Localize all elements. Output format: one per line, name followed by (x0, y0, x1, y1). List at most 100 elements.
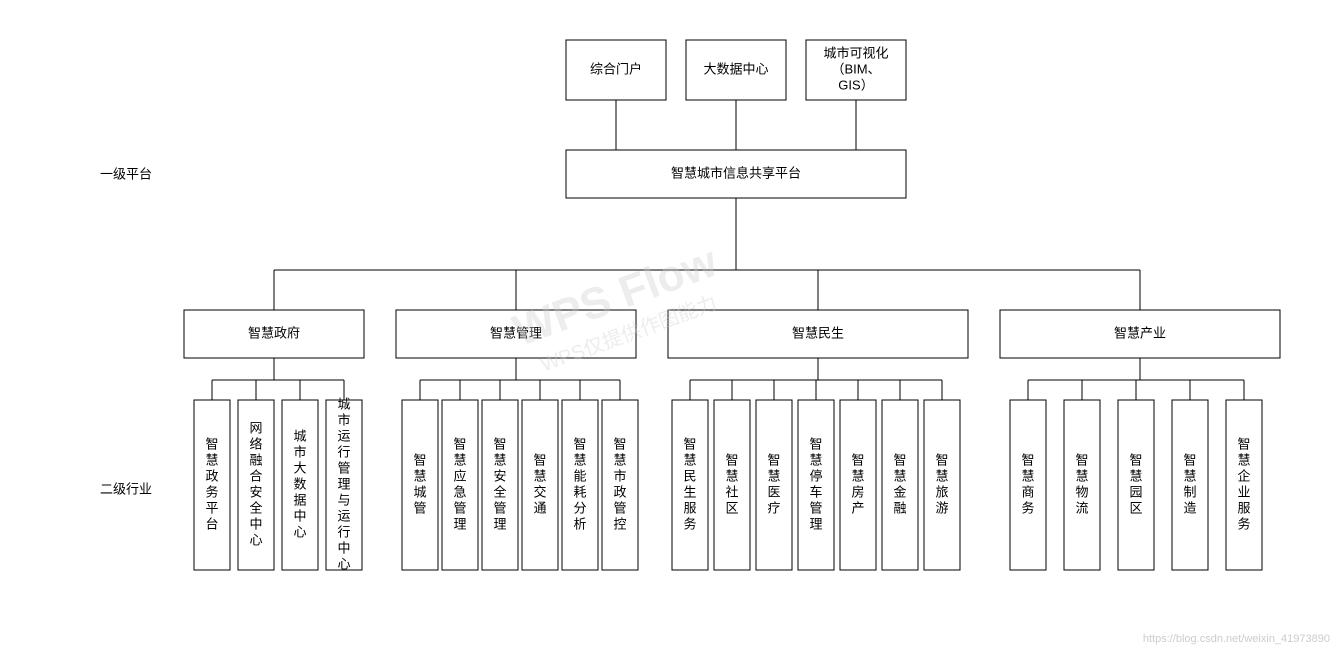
node-label-char: 心 (249, 532, 262, 547)
leaf-node: 智慧金融 (882, 400, 918, 570)
node-label: 智慧产业 (1114, 325, 1166, 340)
node-label-char: 控 (613, 516, 626, 531)
node-label-char: 游 (935, 500, 948, 515)
node-label-char: 业 (1237, 484, 1250, 499)
node-label-char: 智 (1075, 452, 1088, 467)
node-label-char: 制 (1183, 484, 1196, 499)
watermark: WPS FlowWPS仅提供作图能力 (507, 237, 734, 381)
category-node-ind: 智慧产业 (1000, 310, 1280, 358)
node-label-char: 急 (453, 484, 466, 499)
node-label-char: 智 (809, 436, 822, 451)
node-label-char: 智 (893, 452, 906, 467)
node-label-char: 社 (725, 484, 738, 499)
leaf-node: 智慧房产 (840, 400, 876, 570)
category-node-gov: 智慧政府 (184, 310, 364, 358)
leaf-node: 智慧民生服务 (672, 400, 708, 570)
node-label-char: 平 (205, 500, 218, 515)
node-label-char: 慧 (453, 452, 466, 467)
node-label-char: 生 (683, 484, 696, 499)
node-label-char: 应 (453, 468, 466, 483)
node-label-char: 安 (493, 468, 506, 483)
leaf-node: 智慧交通 (522, 400, 558, 570)
leaf-node: 智慧园区 (1118, 400, 1154, 570)
node-label: 城市可视化 (823, 45, 888, 60)
node-label-char: 疗 (767, 500, 780, 515)
node-label-char: 服 (1237, 500, 1250, 515)
leaf-node: 智慧市政管控 (602, 400, 638, 570)
node-label-char: 市 (293, 444, 306, 459)
node-label-char: 全 (493, 484, 506, 499)
node-label-char: 务 (683, 516, 696, 531)
node-label-char: 慧 (413, 468, 426, 483)
node-label-char: 慧 (809, 452, 822, 467)
leaf-node: 智慧政务平台 (194, 400, 230, 570)
node-label-char: 与 (337, 492, 350, 507)
node-label-char: 管 (613, 500, 626, 515)
node-label-char: 慧 (1183, 468, 1196, 483)
leaf-node: 智慧停车管理 (798, 400, 834, 570)
node-label-char: 物 (1075, 484, 1088, 499)
node-label-char: 理 (809, 516, 822, 531)
side-label: 二级行业 (100, 481, 152, 496)
node-label-char: 智 (493, 436, 506, 451)
node-label-char: 心 (337, 556, 350, 571)
node-label-char: 智 (1237, 436, 1250, 451)
side-label: 一级平台 (100, 166, 152, 181)
node-label-char: 管 (809, 500, 822, 515)
node-label-char: 理 (453, 516, 466, 531)
top-node-vis: 城市可视化（BIM、GIS） (806, 40, 906, 100)
node-label-char: 民 (683, 468, 696, 483)
node-label-char: 智 (613, 436, 626, 451)
node-label-char: 医 (767, 484, 780, 499)
node-label-char: 运 (337, 428, 350, 443)
node-label-char: 停 (809, 468, 822, 483)
node-label-char: 务 (205, 484, 218, 499)
leaf-node: 智慧物流 (1064, 400, 1100, 570)
node-label-char: 市 (613, 468, 626, 483)
node-label-char: 智 (935, 452, 948, 467)
node-label-char: 慧 (1129, 468, 1142, 483)
node-label: 智慧政府 (248, 325, 300, 340)
node-label-char: 络 (249, 436, 262, 451)
node-label-char: 中 (249, 516, 262, 531)
node-label-char: 慧 (573, 452, 586, 467)
node-label-char: 据 (293, 492, 306, 507)
node-label-char: 心 (293, 524, 306, 539)
node-label-char: 通 (533, 500, 546, 515)
node-label-char: 流 (1075, 500, 1088, 515)
node-label-char: 理 (337, 476, 350, 491)
node-label-char: 管 (413, 500, 426, 515)
node-label-char: 慧 (725, 468, 738, 483)
node-label-char: 企 (1237, 468, 1250, 483)
node-label-char: 服 (683, 500, 696, 515)
leaf-node: 智慧应急管理 (442, 400, 478, 570)
node-label-char: 网 (249, 420, 262, 435)
node-label-char: 运 (337, 508, 350, 523)
top-node-bigdata: 大数据中心 (686, 40, 786, 100)
node-label-char: 慧 (767, 468, 780, 483)
node-label: GIS） (838, 77, 873, 92)
category-node-life: 智慧民生 (668, 310, 968, 358)
node-label-char: 慧 (1237, 452, 1250, 467)
node-label-char: 智 (205, 436, 218, 451)
node-label-char: 园 (1129, 484, 1142, 499)
node-label-char: 慧 (935, 468, 948, 483)
node-label-char: 融 (249, 452, 262, 467)
leaf-node: 智慧城管 (402, 400, 438, 570)
node-label-char: 造 (1183, 500, 1196, 515)
node-label: 智慧民生 (792, 325, 844, 340)
node-label-char: 能 (573, 468, 586, 483)
node-label: 综合门户 (590, 61, 642, 76)
node-label-char: 政 (205, 468, 218, 483)
leaf-node: 智慧旅游 (924, 400, 960, 570)
node-label-char: 金 (893, 484, 906, 499)
node-label-char: 城 (293, 428, 306, 443)
node-label-char: 市 (337, 412, 350, 427)
node-label-char: 区 (1129, 500, 1142, 515)
node-label-char: 商 (1021, 484, 1034, 499)
node-label: （BIM、 (831, 61, 880, 76)
node-label-char: 务 (1237, 516, 1250, 531)
node-label-char: 旅 (935, 484, 948, 499)
node-label-char: 慧 (851, 468, 864, 483)
node-label-char: 管 (493, 500, 506, 515)
